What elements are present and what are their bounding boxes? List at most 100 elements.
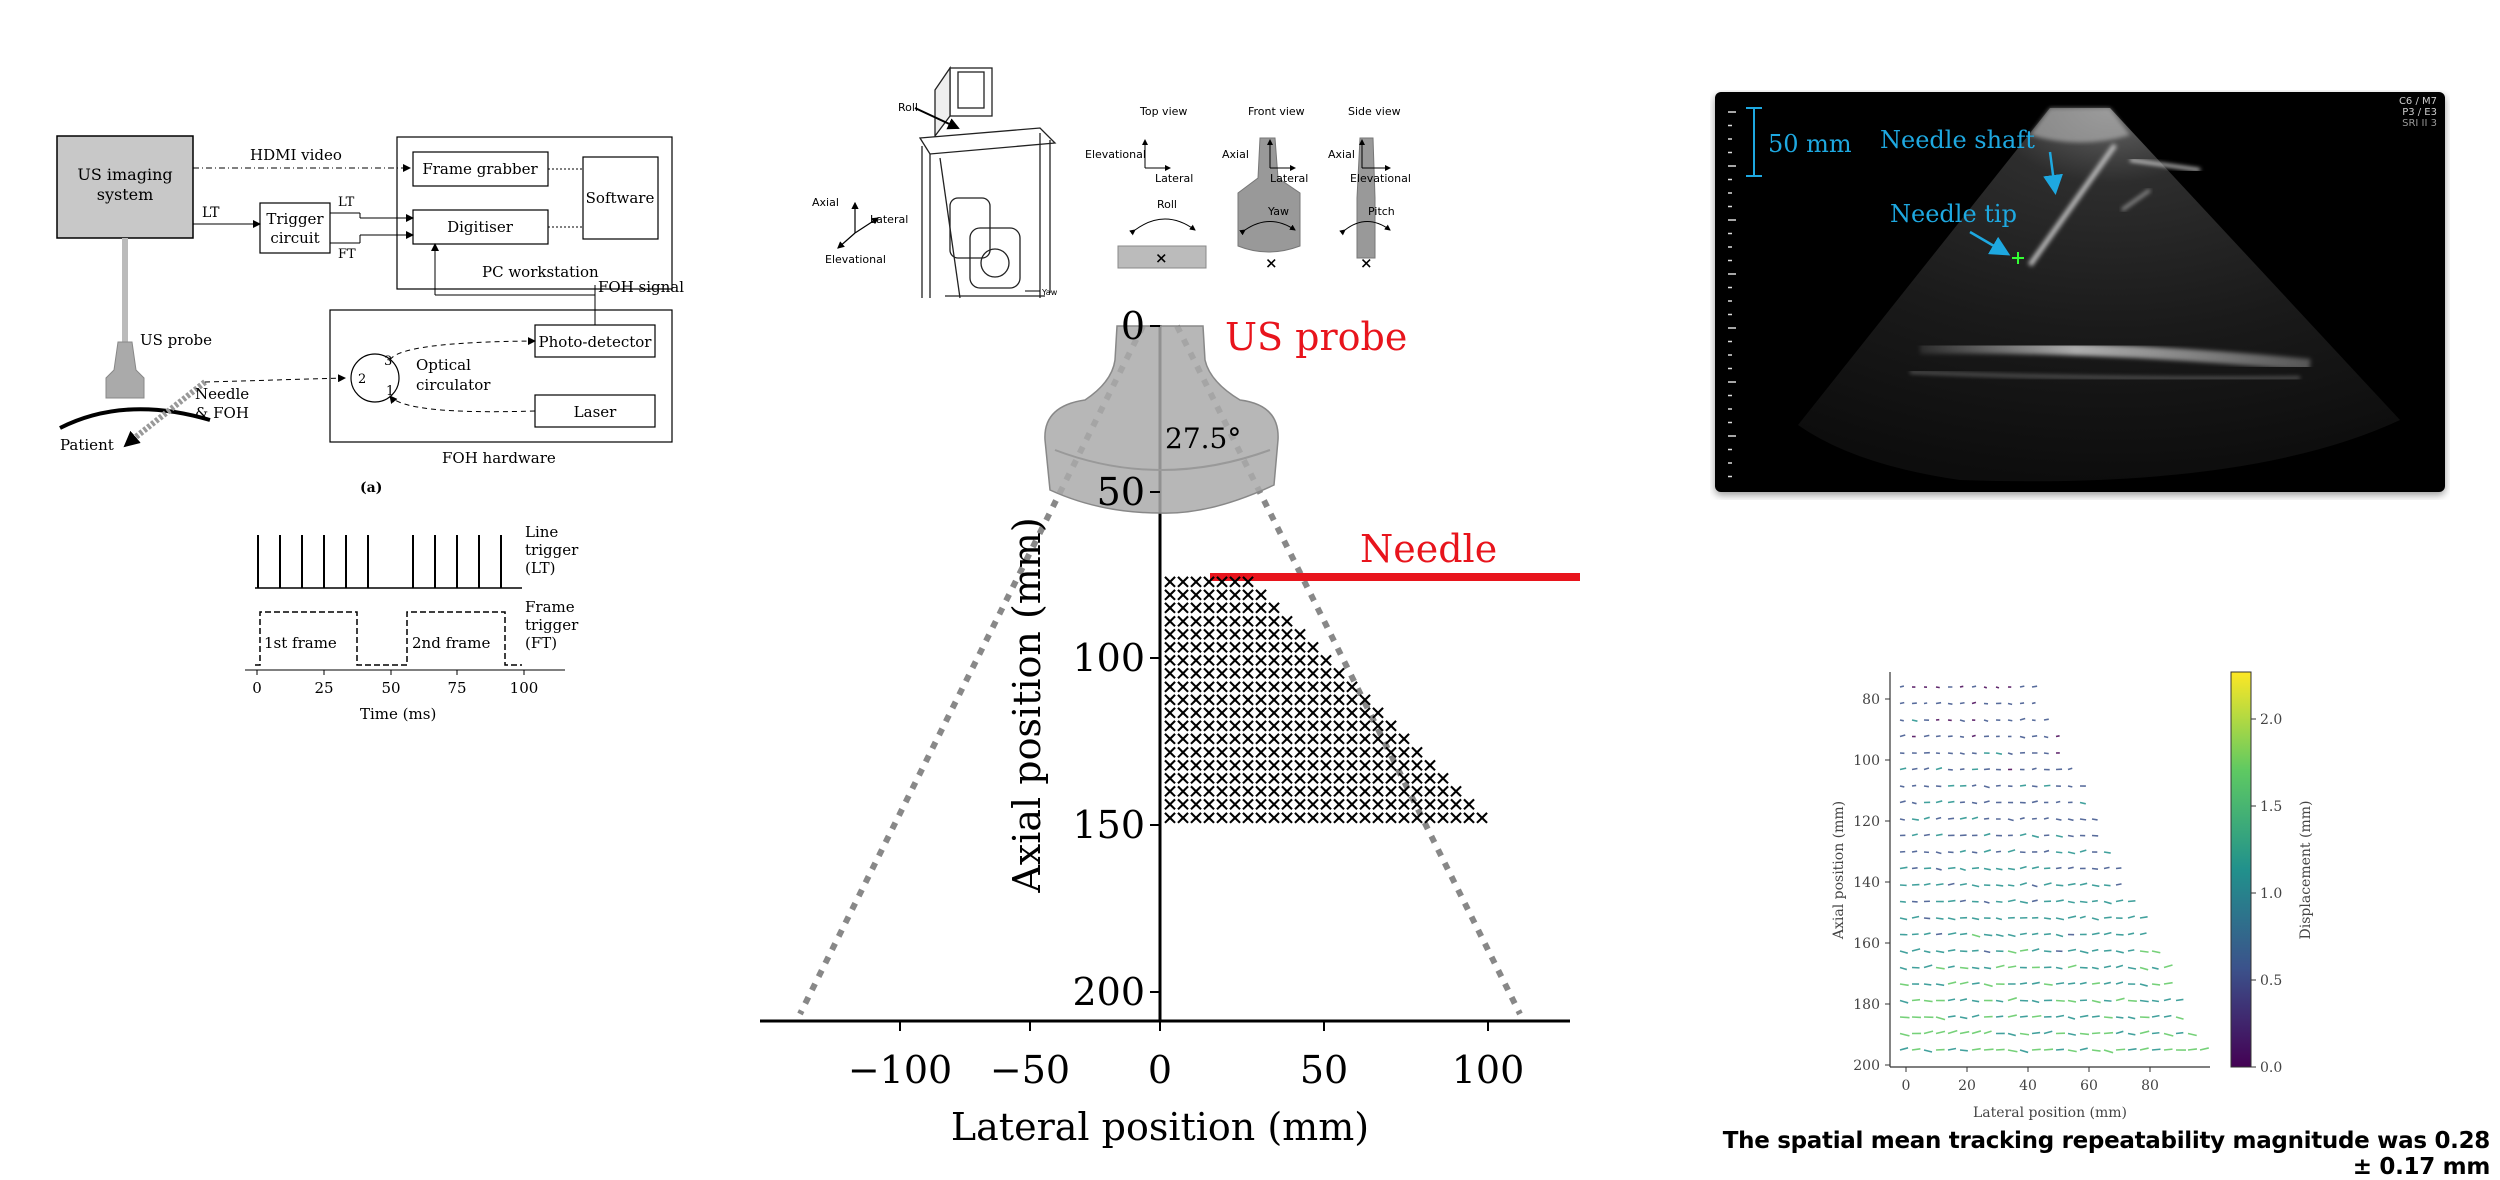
xtick-0: 0	[1148, 1048, 1172, 1092]
tick-0: 0	[252, 679, 262, 697]
displacement-arrow	[2068, 884, 2076, 885]
q-xtick-80: 80	[2141, 1078, 2159, 1094]
displacement-arrow	[1984, 850, 1991, 852]
displacement-arrow	[2080, 1048, 2088, 1050]
displacement-arrow	[2152, 968, 2159, 970]
tick-50: 50	[381, 679, 400, 697]
displacement-arrow	[2080, 850, 2086, 852]
frame-1-label: 1st frame	[264, 634, 337, 652]
displacement-arrow	[1900, 1048, 1908, 1050]
displacement-arrow	[1948, 950, 1955, 951]
displacement-arrow	[1984, 902, 1989, 903]
digitiser-label: Digitiser	[447, 218, 514, 236]
displacement-arrow	[2140, 951, 2149, 952]
q-ytick-200: 200	[1853, 1058, 1880, 1074]
circulator-label-1: Optical	[416, 356, 471, 374]
displacement-arrow	[2080, 1016, 2088, 1017]
displacement-arrow	[2056, 852, 2062, 853]
displacement-arrow	[1972, 803, 1977, 804]
displacement-arrow	[2092, 1050, 2101, 1051]
probe-orientation-views: Roll Yaw Axial Lateral Elevational Top v…	[800, 58, 1420, 303]
displacement-arrow	[1900, 1034, 1909, 1036]
displacement-arrow	[1984, 786, 1990, 788]
c-tick-15: 1.5	[2260, 799, 2282, 815]
displacement-arrow	[2092, 869, 2098, 870]
displacement-arrow	[1912, 868, 1918, 869]
c-tick-05: 0.5	[2260, 973, 2282, 989]
displacement-arrow	[2008, 1015, 2017, 1017]
displacement-arrow	[1960, 1017, 1967, 1018]
displacement-arrow	[2128, 968, 2136, 969]
displacement-arrow	[2056, 868, 2061, 869]
displacement-arrow	[1960, 720, 1965, 721]
displacement-arrow	[2044, 1049, 2053, 1050]
needle-title: Needle	[1360, 527, 1497, 571]
foh-signal-label: FOH signal	[598, 278, 684, 296]
displacement-arrow	[2116, 1017, 2123, 1018]
displacement-arrow	[1984, 951, 1990, 952]
foh-hardware-label: FOH hardware	[442, 449, 556, 467]
q-ytick-120: 120	[1853, 814, 1880, 830]
displacement-arrow	[2056, 736, 2060, 737]
displacement-arrow	[2116, 998, 2125, 1000]
displacement-arrow	[1960, 753, 1965, 754]
lt-text-3: (LT)	[525, 559, 555, 577]
displacement-arrow	[1936, 1031, 1945, 1033]
displacement-arrow	[2164, 965, 2172, 968]
displacement-arrow	[1936, 768, 1942, 770]
displacement-arrow	[1936, 834, 1943, 835]
displacement-arrow	[2164, 1049, 2173, 1050]
displacement-arrow	[1972, 983, 1980, 984]
displacement-arrow	[1984, 834, 1990, 836]
roll-small-label: Roll	[1157, 198, 1177, 211]
q-xtick-0: 0	[1902, 1078, 1911, 1094]
top-lateral-label: Lateral	[1155, 172, 1193, 185]
q-ytick-80: 80	[1862, 692, 1880, 708]
displacement-arrow	[1996, 1016, 2003, 1017]
displacement-arrow	[1948, 753, 1953, 754]
xtick-n100: −100	[848, 1048, 952, 1092]
displacement-arrow	[1972, 785, 1976, 786]
displacement-arrow	[2032, 1016, 2041, 1017]
displacement-arrow	[2044, 1031, 2052, 1033]
displacement-arrow	[2008, 935, 2015, 937]
displacement-arrow	[1960, 851, 1966, 852]
displacement-arrow	[2092, 983, 2100, 984]
displacement-arrow	[2032, 885, 2037, 887]
displacement-arrow	[2044, 984, 2053, 985]
displacement-arrow	[1900, 1017, 1910, 1018]
displacement-arrow	[1924, 984, 1931, 985]
displacement-arrow	[1936, 934, 1942, 935]
displacement-arrow	[1900, 703, 1904, 704]
needle-label-2: & FOH	[195, 404, 249, 422]
displacement-arrow	[1936, 984, 1944, 985]
displacement-arrows	[1900, 686, 2209, 1053]
displacement-arrow	[2056, 968, 2062, 969]
displacement-arrow	[2140, 933, 2147, 935]
displacement-arrow	[2044, 753, 2049, 754]
displacement-arrow	[2116, 951, 2124, 953]
displacement-arrow	[1996, 753, 2002, 754]
caption: The spatial mean tracking repeatability …	[1700, 1128, 2490, 1180]
needle-shaft-label: Needle shaft	[1880, 126, 2035, 154]
displacement-arrow	[2068, 965, 2076, 967]
displacement-arrow	[1924, 768, 1929, 769]
displacement-arrow	[1996, 1001, 2003, 1002]
displacement-arrow	[2140, 984, 2148, 986]
displacement-arrow	[1960, 737, 1964, 738]
c-tick-10: 1.0	[2260, 886, 2282, 902]
displacement-arrow	[2164, 1016, 2171, 1017]
displacement-arrow	[2044, 737, 2048, 738]
displacement-arrow	[2068, 916, 2076, 918]
displacement-arrow	[1936, 687, 1940, 688]
displacement-arrow	[1960, 900, 1966, 901]
port-2-label: 2	[358, 372, 366, 387]
front-cross: ×	[1265, 254, 1278, 272]
displacement-arrow	[1972, 1049, 1981, 1050]
displacement-arrow	[1912, 1000, 1920, 1001]
tracking-points: ××××××××××××××××××××××××××××××××××××××××…	[1162, 569, 1491, 829]
displacement-arrow	[1924, 1031, 1933, 1033]
displacement-arrow	[1948, 884, 1954, 885]
displacement-arrow	[2080, 916, 2086, 918]
displacement-arrow	[1996, 1049, 2005, 1050]
